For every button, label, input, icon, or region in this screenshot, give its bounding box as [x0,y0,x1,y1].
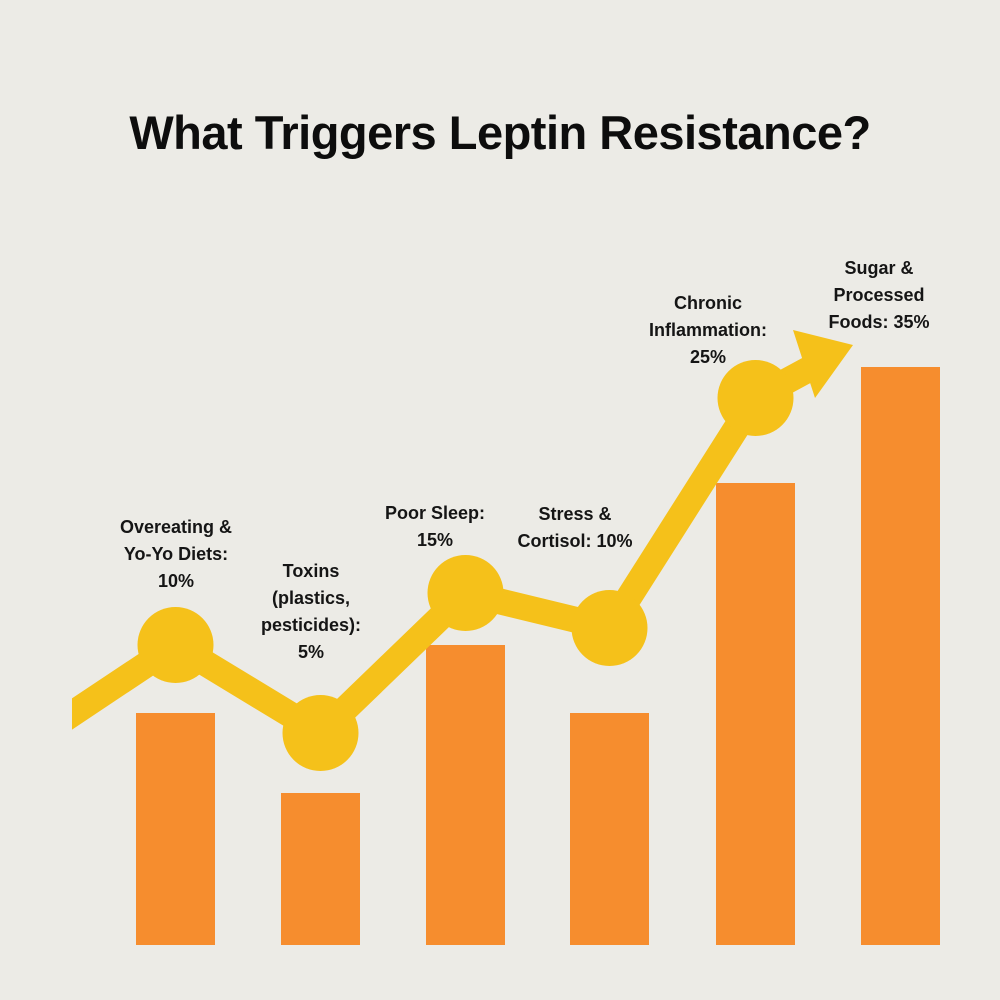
marker-2 [282,695,359,771]
bar-group [136,367,940,945]
bar-4 [570,713,649,945]
data-label: Overeating & Yo-Yo Diets: 10% [119,517,233,591]
marker-1 [137,607,214,683]
trend-arrow [0,330,853,800]
bar-2 [281,793,360,945]
bar-6 [861,367,940,945]
data-label: Sugar & Processed Foods: 35% [828,258,930,332]
bar-1 [136,713,215,945]
chart-title: What Triggers Leptin Resistance? [129,106,871,159]
marker-4 [571,590,648,666]
marker-3 [427,555,504,631]
marker-5 [717,360,794,436]
data-label: Stress & Cortisol: 10% [517,504,633,551]
data-label: Poor Sleep: 15% [384,503,486,550]
bar-3 [426,645,505,945]
arrowhead-icon [793,330,853,398]
data-label: Chronic Inflammation: 25% [648,293,768,367]
bar-5 [716,483,795,945]
data-label: Toxins (plastics, pesticides): 5% [260,561,362,662]
